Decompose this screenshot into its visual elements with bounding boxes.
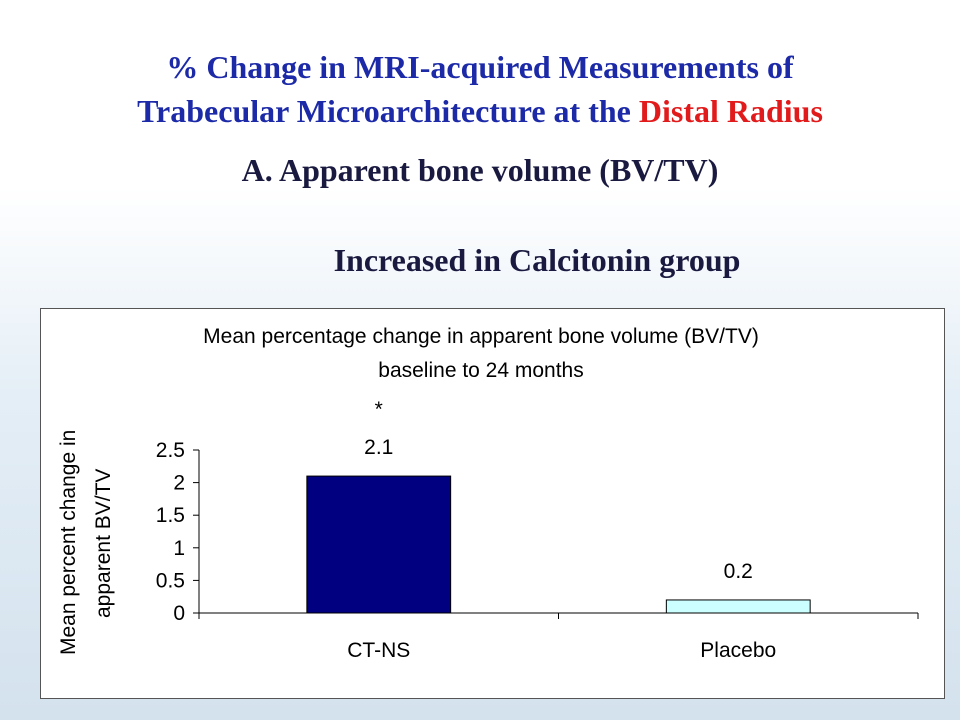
y-axis-label-line-2: apparent BV/TV — [92, 469, 115, 618]
y-tick-label: 1 — [173, 537, 185, 560]
x-tick-label: CT-NS — [347, 639, 410, 662]
y-tick-label: 2 — [173, 472, 185, 495]
slide-subtitle-bone-volume: A. Apparent bone volume (BV/TV) — [241, 152, 719, 188]
y-axis-label-line-1: Mean percent change in — [57, 430, 80, 655]
slide-subtitle-increase: Increased in Calcitonin group — [333, 242, 741, 278]
data-label: 2.1 — [364, 436, 393, 459]
y-tick-label: 0.5 — [156, 569, 185, 592]
chart-title-line-2: baseline to 24 months — [378, 359, 583, 382]
slide-title-highlight: Distal Radius — [638, 93, 823, 129]
data-label: 0.2 — [724, 560, 753, 583]
significance-marker: * — [375, 398, 383, 421]
slide-title-prefix: Trabecular Microarchitecture at the — [137, 93, 639, 129]
y-tick-label: 1.5 — [156, 504, 185, 527]
slide-title-line-1: % Change in MRI-acquired Measurements of — [166, 49, 794, 85]
chart-title-line-1: Mean percentage change in apparent bone … — [203, 325, 759, 348]
slide-title-line-2: Trabecular Microarchitecture at the Dist… — [0, 89, 960, 133]
x-tick-label: Placebo — [700, 639, 776, 662]
y-tick-label: 0 — [173, 602, 185, 625]
bar-placebo — [665, 599, 811, 614]
y-tick-label: 2.5 — [156, 439, 185, 462]
bar-chart-svg: Mean percentage change in apparent bone … — [57, 325, 919, 662]
bar-chart: Mean percentage change in apparent bone … — [40, 308, 945, 699]
bar-ct-ns — [306, 475, 452, 614]
